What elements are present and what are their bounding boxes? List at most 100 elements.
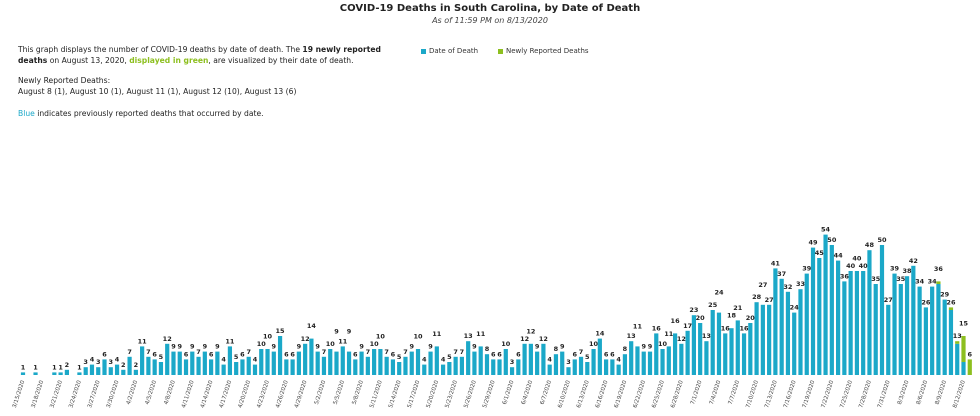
data-label: 7	[384, 348, 389, 356]
x-tick-label: 8/6/2020	[916, 379, 930, 405]
bar-date-of-death	[384, 356, 389, 375]
data-label: 9	[190, 343, 195, 351]
bar-date-of-death	[848, 271, 853, 375]
x-tick-label: 7/16/2020	[783, 379, 798, 409]
data-label: 4	[547, 356, 552, 364]
bar-newly-reported	[961, 336, 966, 362]
bar-date-of-death	[346, 351, 352, 375]
data-label: 2	[65, 361, 70, 369]
bar-date-of-death	[440, 364, 446, 375]
bar-date-of-death	[679, 343, 684, 375]
blue-note-text: indicates previously reported deaths tha…	[34, 109, 264, 118]
description-text-2: on August 13, 2020,	[47, 56, 130, 65]
x-tick-label: 4/14/2020	[200, 379, 215, 409]
bar-date-of-death	[817, 258, 822, 375]
data-label: 9	[272, 343, 277, 351]
data-label: 44	[834, 252, 844, 260]
data-label: 11	[664, 330, 674, 338]
bar-date-of-death	[152, 359, 157, 375]
data-label: 33	[796, 280, 805, 288]
x-tick-label: 6/22/2020	[633, 379, 648, 409]
bar-date-of-death	[140, 346, 145, 375]
bar-date-of-death	[547, 364, 552, 375]
data-label: 1	[77, 363, 82, 371]
bar-date-of-death	[478, 346, 483, 375]
data-label: 37	[777, 270, 786, 278]
bar-date-of-death	[83, 367, 88, 375]
data-label: 6	[353, 350, 358, 358]
bar-date-of-death	[767, 304, 772, 375]
bar-date-of-death	[729, 328, 734, 375]
data-label: 27	[765, 296, 774, 304]
bar-date-of-death	[629, 341, 634, 375]
data-label: 10	[257, 340, 267, 348]
bar-date-of-death	[434, 346, 439, 375]
legend-item-newly-reported: Newly Reported Deaths	[498, 47, 589, 55]
bar-date-of-death	[484, 354, 490, 375]
data-label: 7	[322, 348, 327, 356]
bar-date-of-death	[923, 307, 928, 375]
data-label: 5	[234, 353, 239, 361]
bar-date-of-death	[96, 367, 101, 375]
bar-date-of-death	[102, 359, 107, 375]
data-label: 6	[491, 350, 496, 358]
bar-date-of-death	[403, 356, 408, 375]
data-label: 11	[225, 337, 235, 345]
bar-date-of-death	[390, 359, 396, 375]
bar-date-of-death	[735, 320, 740, 375]
data-label: 34	[915, 278, 925, 286]
data-label: 20	[696, 314, 706, 322]
x-tick-label: 4/29/2020	[294, 379, 309, 409]
bar-date-of-death	[165, 343, 170, 375]
bar-date-of-death	[528, 343, 533, 375]
data-label: 5	[447, 353, 452, 361]
bar-newly-reported	[948, 307, 954, 310]
data-label: 15	[276, 327, 286, 335]
data-label: 40	[852, 255, 862, 263]
data-label: 12	[163, 335, 172, 343]
x-tick-label: 4/11/2020	[181, 379, 196, 409]
data-label: 3	[96, 358, 101, 366]
data-label: 17	[683, 322, 692, 330]
data-label: 15	[959, 320, 969, 328]
bar-date-of-death	[710, 310, 715, 375]
bar-date-of-death	[647, 351, 653, 375]
data-label: 24	[714, 289, 724, 297]
data-label: 6	[572, 350, 577, 358]
data-label: 16	[671, 317, 681, 325]
data-label: 14	[307, 322, 317, 330]
bar-date-of-death	[741, 333, 747, 375]
data-label: 38	[903, 267, 913, 275]
data-label: 7	[246, 348, 251, 356]
x-tick-label: 5/26/2020	[463, 379, 478, 409]
bar-date-of-death	[879, 245, 885, 375]
data-label: 1	[21, 363, 26, 371]
x-tick-label: 7/31/2020	[877, 379, 892, 409]
bar-date-of-death	[215, 351, 220, 375]
bar-date-of-death	[503, 349, 508, 375]
bar-date-of-death	[723, 333, 728, 375]
bar-date-of-death	[716, 312, 722, 375]
bar-newly-reported	[936, 281, 941, 284]
bar-date-of-death	[597, 338, 602, 375]
bar-date-of-death	[409, 351, 414, 375]
bar-date-of-death	[202, 351, 207, 375]
bar-date-of-death	[127, 356, 132, 375]
x-tick-label: 5/11/2020	[369, 379, 384, 409]
chart-subtitle: As of 11:59 PM on 8/13/2020	[432, 16, 548, 25]
x-tick-label: 6/25/2020	[651, 379, 666, 409]
bar-date-of-death	[654, 333, 659, 375]
x-tick-label: 6/1/2020	[502, 379, 516, 405]
data-label: 42	[909, 257, 918, 265]
x-tick-label: 3/21/2020	[49, 379, 64, 409]
x-tick-label: 3/30/2020	[106, 379, 121, 409]
data-label: 6	[284, 350, 289, 358]
x-tick-label: 3/27/2020	[87, 379, 102, 409]
x-tick-label: 8/3/2020	[897, 379, 911, 405]
data-label: 5	[585, 353, 590, 361]
data-label: 6	[391, 350, 396, 358]
x-tick-label: 7/7/2020	[728, 379, 742, 405]
bar-date-of-death	[572, 359, 577, 375]
bar-date-of-death	[415, 349, 421, 375]
bar-date-of-death	[666, 346, 671, 375]
